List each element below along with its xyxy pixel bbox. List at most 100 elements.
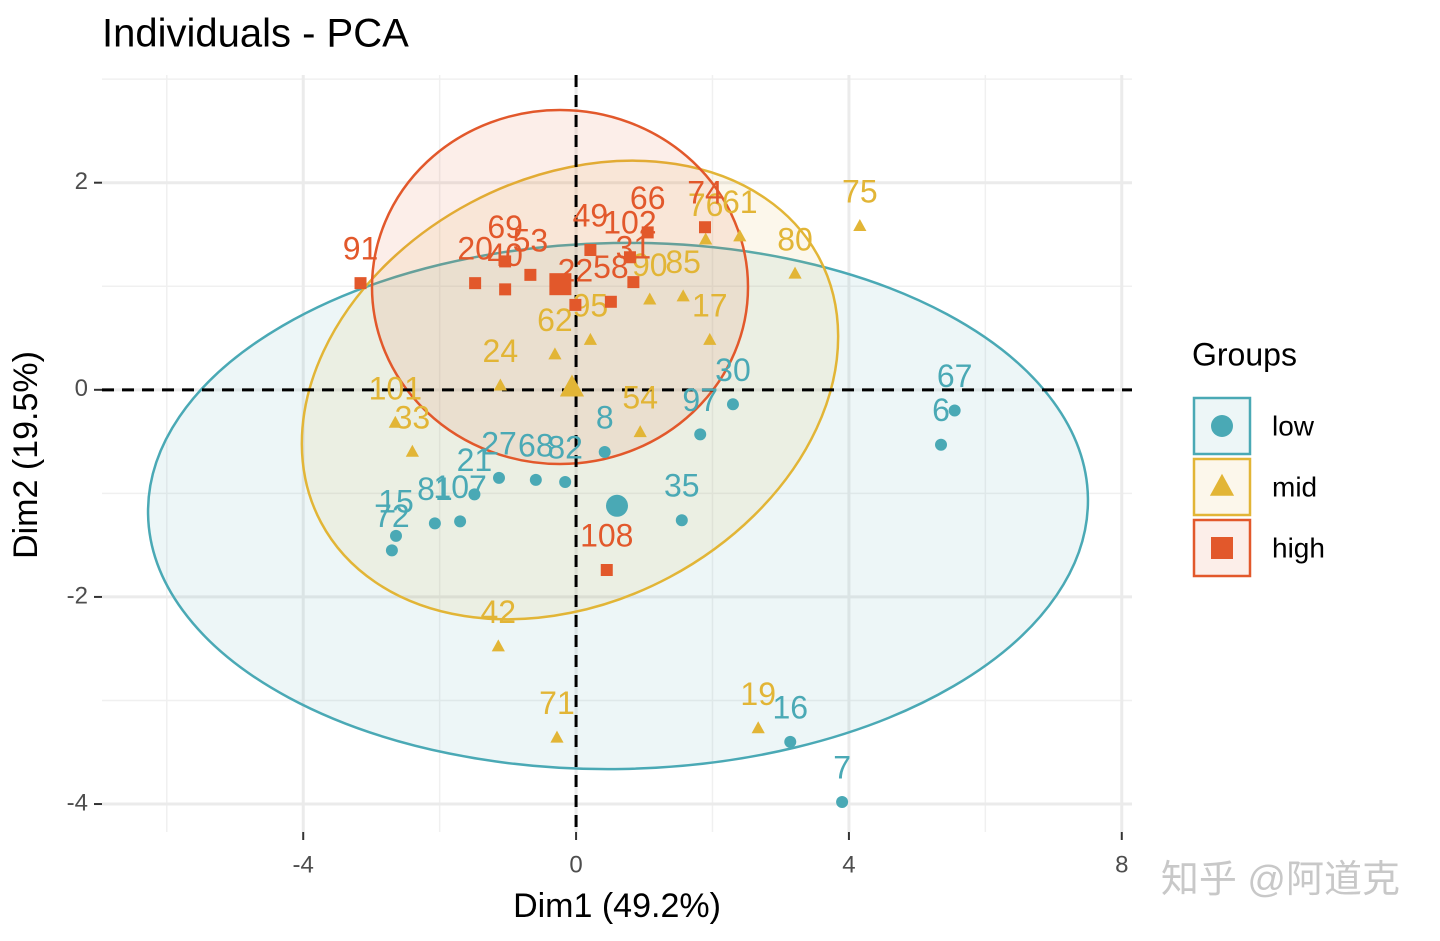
y-tick-label: 0 xyxy=(75,375,88,402)
point xyxy=(499,283,512,296)
point-label: 7 xyxy=(833,749,851,785)
point xyxy=(499,255,512,268)
x-tick-label: -4 xyxy=(293,851,314,878)
point xyxy=(699,232,713,245)
legend-label: high xyxy=(1272,532,1325,563)
point xyxy=(405,444,419,457)
point xyxy=(751,721,765,734)
legend-marker xyxy=(1211,537,1233,559)
point-label: 21 xyxy=(457,442,493,478)
point xyxy=(454,515,467,528)
point xyxy=(633,425,647,438)
point xyxy=(784,735,797,748)
point-label: 17 xyxy=(692,288,728,324)
y-tick-label: 2 xyxy=(75,168,88,195)
point xyxy=(491,639,505,652)
point xyxy=(694,428,707,441)
point-label: 68 xyxy=(518,427,554,463)
point xyxy=(559,475,572,488)
point-label: 69 xyxy=(487,209,523,245)
point xyxy=(548,347,562,360)
point xyxy=(583,332,597,345)
point xyxy=(643,292,657,305)
point xyxy=(385,544,398,557)
point xyxy=(698,221,711,234)
point xyxy=(676,289,690,302)
point xyxy=(388,415,402,428)
point xyxy=(598,445,611,458)
point-label: 82 xyxy=(547,429,583,465)
point xyxy=(726,398,739,411)
point xyxy=(788,266,802,279)
point-label: 40 xyxy=(487,237,523,273)
point-label: 107 xyxy=(433,469,486,505)
point-label: 101 xyxy=(369,370,422,406)
point-label: 72 xyxy=(374,498,410,534)
point-label: 15 xyxy=(378,483,414,519)
point-label: 58 xyxy=(593,249,629,285)
point-label: 66 xyxy=(630,180,666,216)
point-label: 67 xyxy=(937,358,973,394)
point xyxy=(529,473,542,486)
group-mean xyxy=(559,374,585,397)
legend-marker xyxy=(1211,415,1233,437)
point xyxy=(493,378,507,391)
x-axis-label: Dim1 (49.2%) xyxy=(513,887,721,925)
point-label: 71 xyxy=(539,685,575,721)
point-label: 30 xyxy=(715,352,751,388)
point-label: 42 xyxy=(481,594,517,630)
point-label: 74 xyxy=(687,175,723,211)
point xyxy=(703,332,717,345)
point-label: 80 xyxy=(777,221,813,257)
point-label: 19 xyxy=(740,676,776,712)
x-tick-label: 0 xyxy=(569,851,582,878)
point-label: 97 xyxy=(682,382,718,418)
point-label: 31 xyxy=(616,230,652,266)
point-label: 24 xyxy=(483,333,519,369)
y-tick-label: -2 xyxy=(67,582,88,609)
point-label: 62 xyxy=(537,302,573,338)
point xyxy=(354,277,367,290)
point xyxy=(733,229,747,242)
point xyxy=(623,251,636,264)
point xyxy=(468,488,481,501)
point-label: 102 xyxy=(603,205,656,241)
watermark: 知乎 @阿道克 xyxy=(1161,859,1400,901)
point-label: 20 xyxy=(457,231,493,267)
group-mean xyxy=(549,273,572,296)
legend-label: low xyxy=(1272,410,1315,441)
point xyxy=(604,295,617,308)
point xyxy=(675,514,688,527)
point xyxy=(550,730,564,743)
point-label: 76 xyxy=(688,187,724,223)
point-label: 108 xyxy=(580,517,633,553)
point-label: 61 xyxy=(722,184,758,220)
group-mean xyxy=(606,494,628,517)
point-label: 33 xyxy=(395,399,431,435)
point-label: 91 xyxy=(343,231,379,267)
point-label: 49 xyxy=(573,197,609,233)
point-label: 27 xyxy=(481,425,517,461)
x-tick-label: 8 xyxy=(1115,851,1128,878)
point xyxy=(641,226,654,239)
legend-marker xyxy=(1209,473,1235,496)
point-label: 75 xyxy=(842,174,878,210)
point-label: 85 xyxy=(665,244,701,280)
point xyxy=(524,268,537,281)
point-label: 6 xyxy=(932,392,950,428)
point xyxy=(469,277,482,290)
point xyxy=(428,517,441,530)
point xyxy=(569,298,582,311)
point xyxy=(600,564,613,577)
point xyxy=(948,404,961,417)
point xyxy=(627,276,640,289)
point xyxy=(492,471,505,484)
point xyxy=(935,438,948,451)
point-label: 16 xyxy=(772,689,808,725)
point-label: 8 xyxy=(596,399,614,435)
legend-title: Groups xyxy=(1192,336,1297,372)
y-tick-label: -4 xyxy=(67,789,88,816)
point-label: 81 xyxy=(417,471,453,507)
